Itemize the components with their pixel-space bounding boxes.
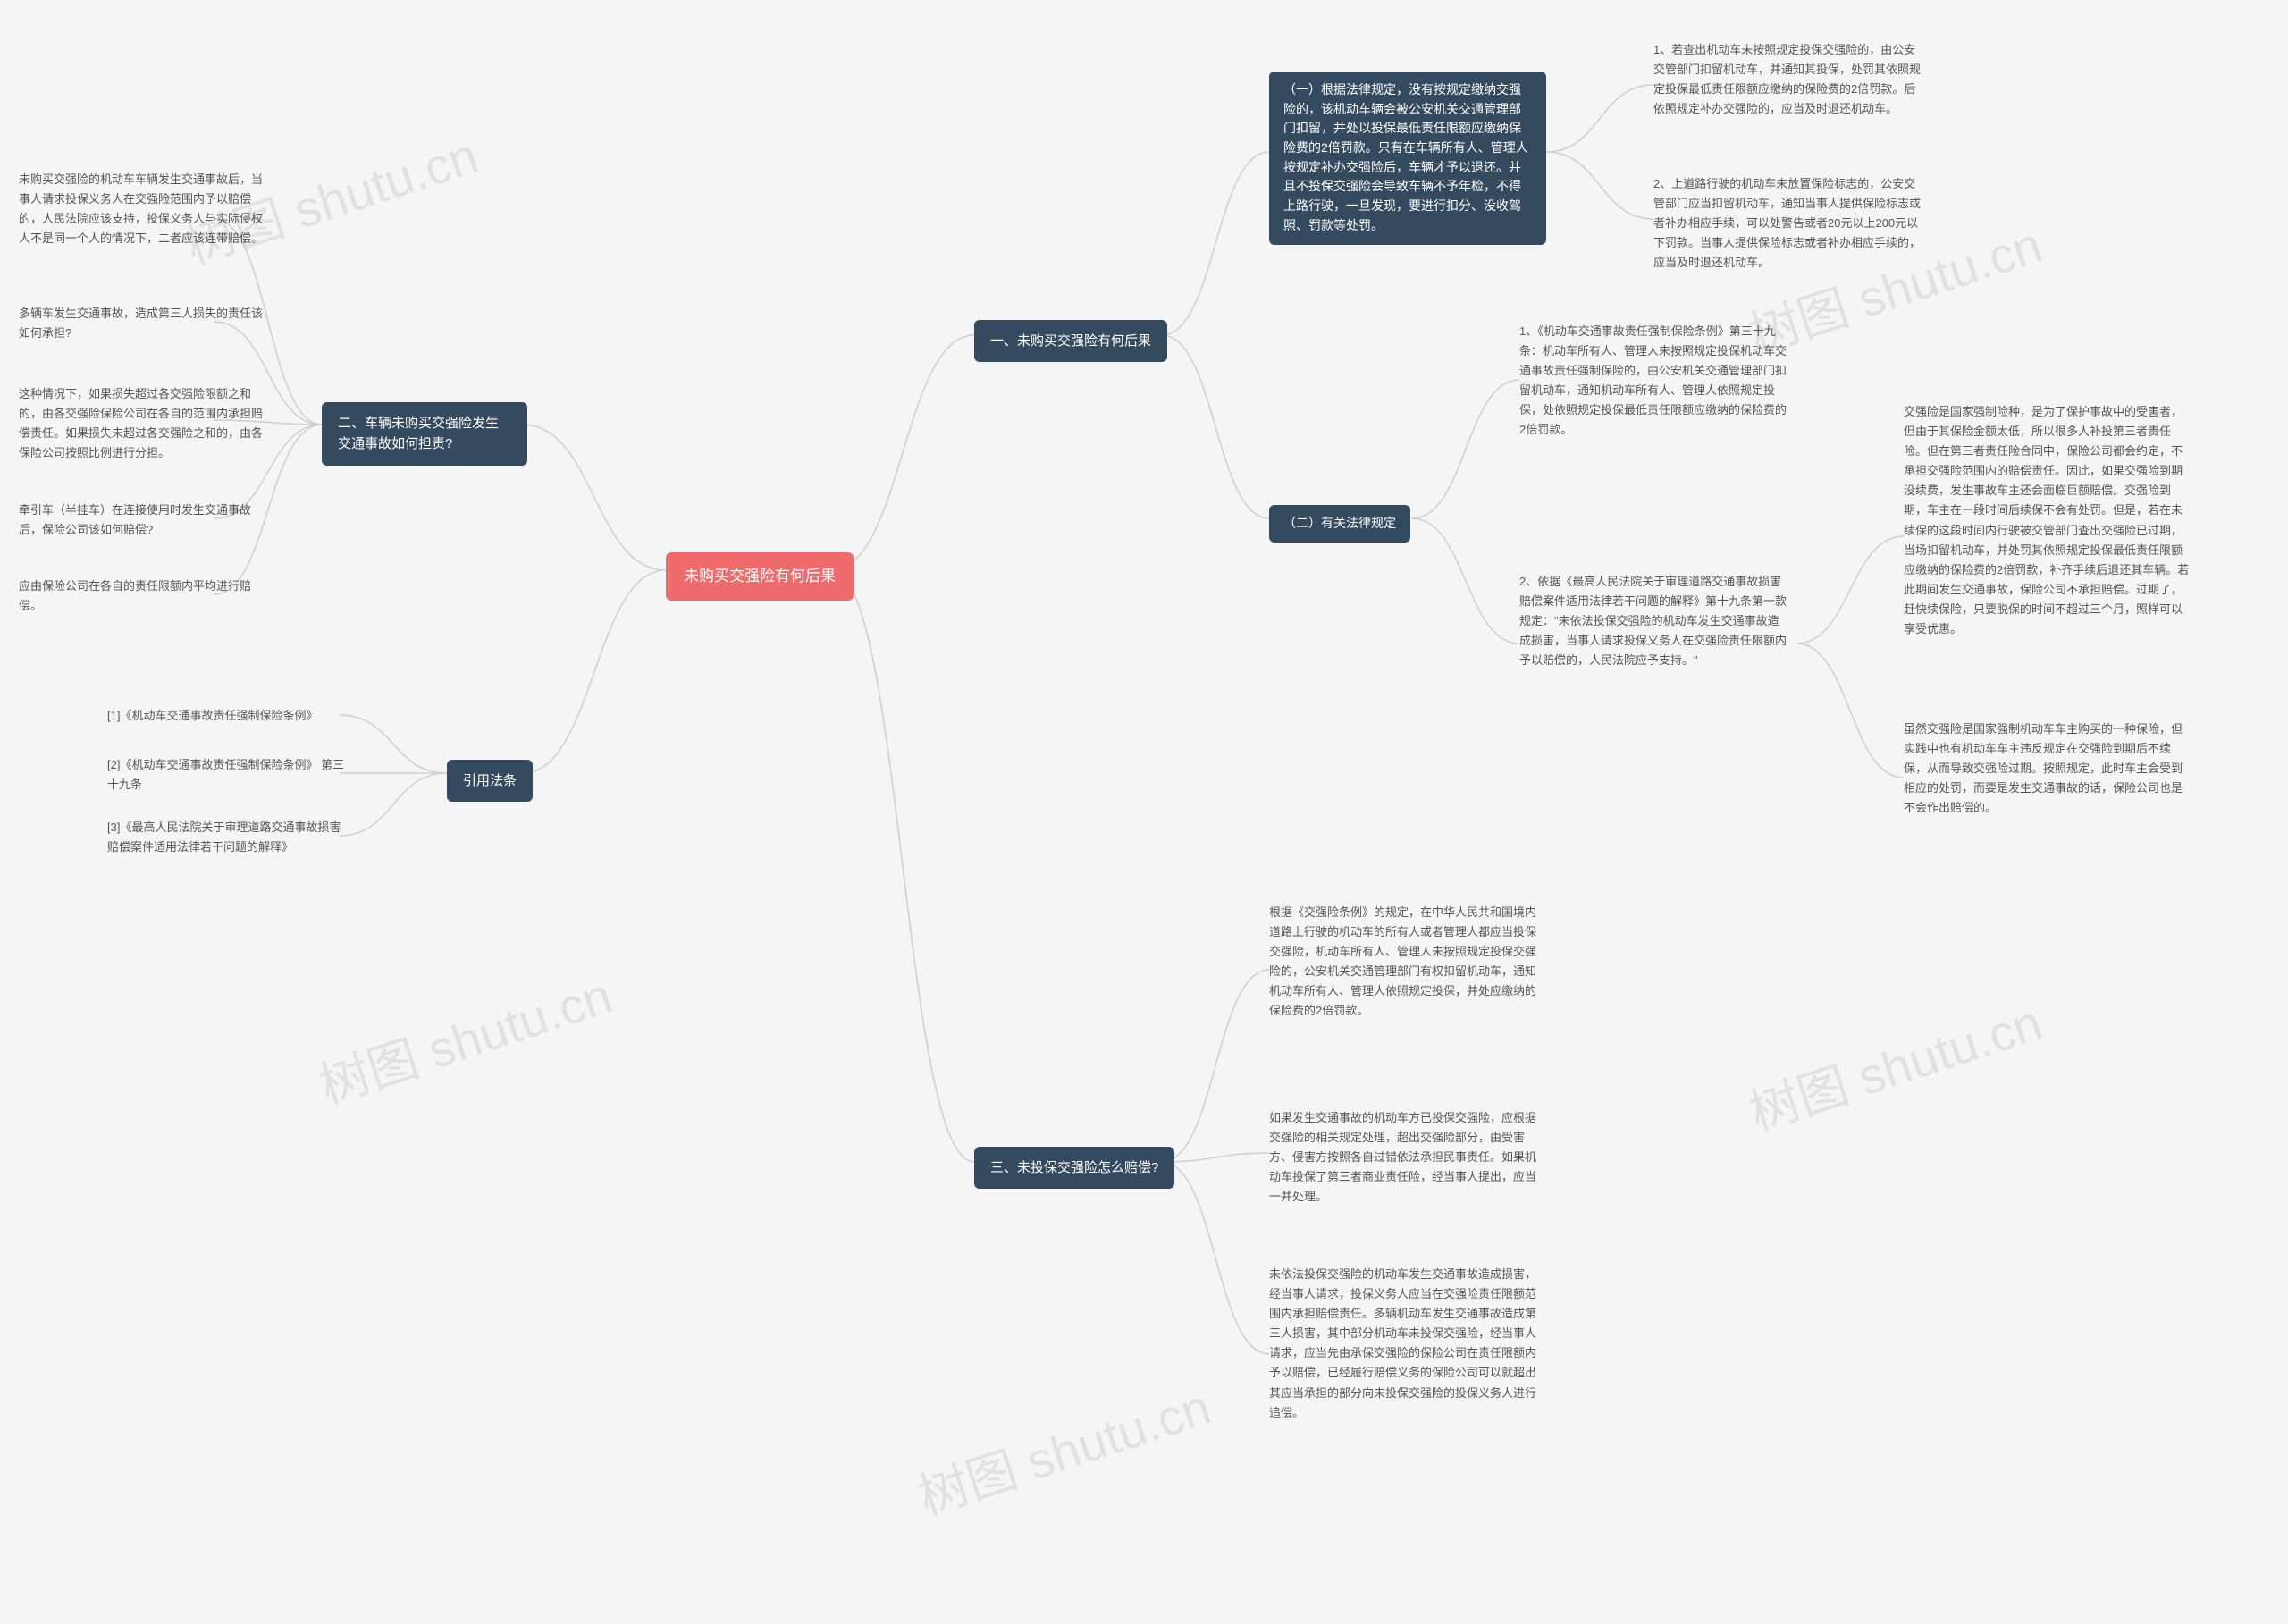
leaf-citation-1: [1]《机动车交通事故责任强制保险条例》 — [107, 706, 317, 726]
leaf-average-compensation: 应由保险公司在各自的责任限额内平均进行赔偿。 — [19, 576, 269, 616]
leaf-citation-3: [3]《最高人民法院关于审理道路交通事故损害赔偿案件适用法律若干问题的解释》 — [107, 818, 349, 857]
leaf-expiry-consequence: 虽然交强险是国家强制机动车车主购买的一种保险，但实践中也有机动车车主违反规定在交… — [1904, 719, 2190, 818]
leaf-regulation-scope: 根据《交强险条例》的规定，在中华人民共和国境内道路上行驶的机动车的所有人或者管理… — [1269, 903, 1537, 1022]
watermark: 树图 shutu.cn — [309, 956, 620, 1119]
leaf-article-39: 1、《机动车交通事故责任强制保险条例》第三十九条：机动车所有人、管理人未按照规定… — [1519, 322, 1788, 441]
branch-liability[interactable]: 二、车辆未购买交强险发生交通事故如何担责? — [322, 402, 527, 466]
leaf-multi-vehicle: 未依法投保交强险的机动车发生交通事故造成损害，经当事人请求，投保义务人应当在交强… — [1269, 1265, 1537, 1423]
leaf-loss-exceed: 这种情况下，如果损失超过各交强险限额之和的，由各交强险保险公司在各自的范围内承担… — [19, 384, 269, 463]
leaf-citation-2: [2]《机动车交通事故责任强制保险条例》 第三十九条 — [107, 755, 349, 795]
watermark: 树图 shutu.cn — [1739, 983, 2050, 1146]
watermark: 树图 shutu.cn — [908, 1367, 1219, 1530]
branch-compensation[interactable]: 三、未投保交强险怎么赔偿? — [974, 1147, 1174, 1189]
leaf-no-insurance-sign: 2、上道路行驶的机动车未放置保险标志的，公安交管部门应当扣留机动车，通知当事人提… — [1653, 174, 1922, 273]
leaf-accident-handling: 如果发生交通事故的机动车方已投保交强险，应根据交强险的相关规定处理，超出交强险部… — [1269, 1108, 1537, 1207]
leaf-mandatory-explain: 交强险是国家强制险种，是为了保护事故中的受害者，但由于其保险金额太低，所以很多人… — [1904, 402, 2190, 639]
leaf-supreme-court: 2、依据《最高人民法院关于审理道路交通事故损害赔偿案件适用法律若干问题的解释》第… — [1519, 572, 1788, 670]
leaf-court-support: 未购买交强险的机动车车辆发生交通事故后，当事人请求投保义务人在交强险范围内予以赔… — [19, 170, 269, 248]
leaf-trailer-question: 牵引车（半挂车）在连接使用时发生交通事故后，保险公司该如何赔偿? — [19, 501, 269, 540]
branch-consequences[interactable]: 一、未购买交强险有何后果 — [974, 320, 1167, 362]
branch-citations[interactable]: 引用法条 — [447, 760, 533, 802]
leaf-detain-vehicle: 1、若查出机动车未按照规定投保交强险的，由公安交管部门扣留机动车，并通知其投保，… — [1653, 40, 1922, 119]
leaf-multi-car-question: 多辆车发生交通事故，造成第三人损失的责任该如何承担? — [19, 304, 269, 343]
root-node[interactable]: 未购买交强险有何后果 — [666, 552, 854, 601]
sub-legal-provision-1[interactable]: （一）根据法律规定，没有按规定缴纳交强险的，该机动车辆会被公安机关交通管理部门扣… — [1269, 72, 1546, 245]
sub-legal-regulations[interactable]: （二）有关法律规定 — [1269, 505, 1410, 543]
